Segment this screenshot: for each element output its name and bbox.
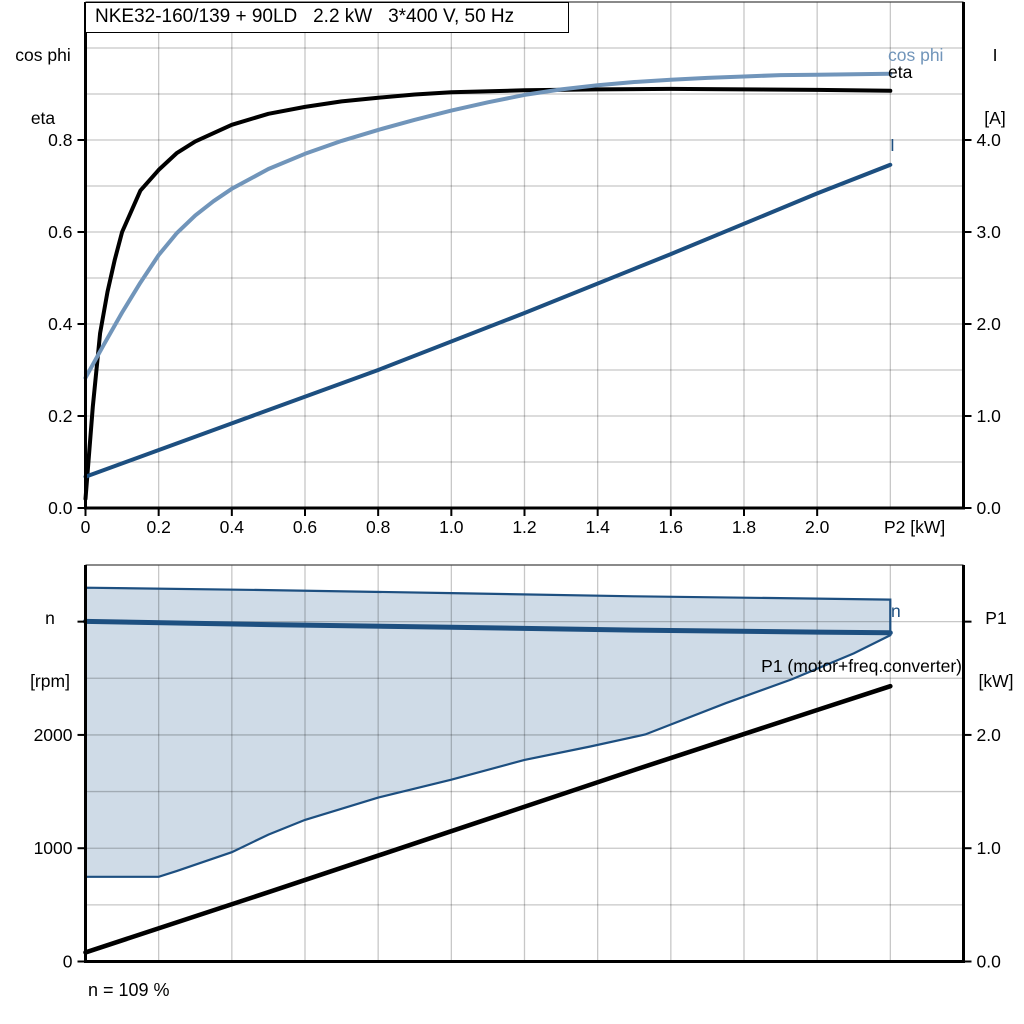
- power-axis-title-line1: P1: [985, 608, 1007, 628]
- speed-curve-label: n: [891, 601, 901, 621]
- right-tick-label: 0.0: [977, 952, 1002, 972]
- current-curve-label: I: [890, 135, 895, 155]
- right-axis-title-line1: I: [992, 45, 998, 65]
- speed-axis-title-line1: n: [45, 608, 55, 628]
- right-tick-label: 4.0: [977, 130, 1002, 150]
- speed-range-band-outline: [84, 586, 892, 878]
- x-tick-label: 1.6: [659, 517, 683, 537]
- speed-range-band-fill: [85, 587, 891, 877]
- right-tick-label: 2.0: [977, 314, 1002, 334]
- series-p1-motor-freq-converter-: [83, 683, 893, 955]
- series-n: [83, 618, 893, 636]
- x-tick-label: 0.6: [293, 517, 317, 537]
- x-tick-label: 1.4: [586, 517, 611, 537]
- x-tick-label: 1.0: [439, 517, 464, 537]
- p1-curve-label: P1 (motor+freq.converter): [761, 656, 962, 676]
- left-tick-label: 0: [63, 952, 73, 972]
- right-tick-label: 1.0: [977, 838, 1002, 858]
- cos-phi-curve-label: cos phi: [888, 45, 944, 65]
- top-left-axis-title: cos phi eta: [5, 3, 81, 150]
- x-tick-label: 0: [81, 517, 91, 537]
- x-tick-label: 0.2: [147, 517, 171, 537]
- x-tick-label: 1.2: [512, 517, 536, 537]
- top-right-axis-title: I [A]: [971, 3, 1019, 150]
- x-tick-label: 2.0: [805, 517, 830, 537]
- right-tick-label: 3.0: [977, 222, 1002, 242]
- x-tick-label: 0.4: [220, 517, 245, 537]
- x-axis-unit-label: P2 [kW]: [884, 517, 945, 537]
- left-tick-label: 0.6: [48, 222, 72, 242]
- right-axis-title-line2: [A]: [984, 108, 1006, 128]
- bottom-right-axis-title: P1 [kW]: [970, 566, 1022, 713]
- left-tick-label: 0.8: [48, 130, 72, 150]
- power-axis-title-line2: [kW]: [978, 671, 1014, 691]
- right-tick-label: 1.0: [977, 406, 1002, 426]
- left-tick-label: 0.0: [48, 498, 73, 518]
- right-tick-label: 0.0: [977, 498, 1002, 518]
- eta-curve-label: eta: [888, 62, 913, 82]
- series-eta: [83, 86, 893, 501]
- series-i: [83, 162, 893, 479]
- right-tick-label: 2.0: [977, 725, 1002, 745]
- bottom-left-axis-title: n [rpm]: [18, 566, 82, 713]
- speed-axis-title-line2: [rpm]: [30, 671, 70, 691]
- left-tick-label: 2000: [34, 725, 73, 745]
- left-tick-label: 1000: [34, 838, 73, 858]
- left-tick-label: 0.2: [48, 406, 72, 426]
- left-tick-label: 0.4: [48, 314, 73, 334]
- speed-percentage-note: n = 109 %: [88, 980, 170, 1000]
- chart-title-box: NKE32-160/139 + 90LD 2.2 kW 3*400 V, 50 …: [85, 2, 569, 33]
- left-axis-title-line2: eta: [30, 108, 56, 128]
- x-tick-label: 1.8: [732, 517, 756, 537]
- left-axis-title-line1: cos phi: [15, 45, 71, 65]
- x-tick-label: 0.8: [366, 517, 390, 537]
- series-cos-phi: [83, 71, 893, 380]
